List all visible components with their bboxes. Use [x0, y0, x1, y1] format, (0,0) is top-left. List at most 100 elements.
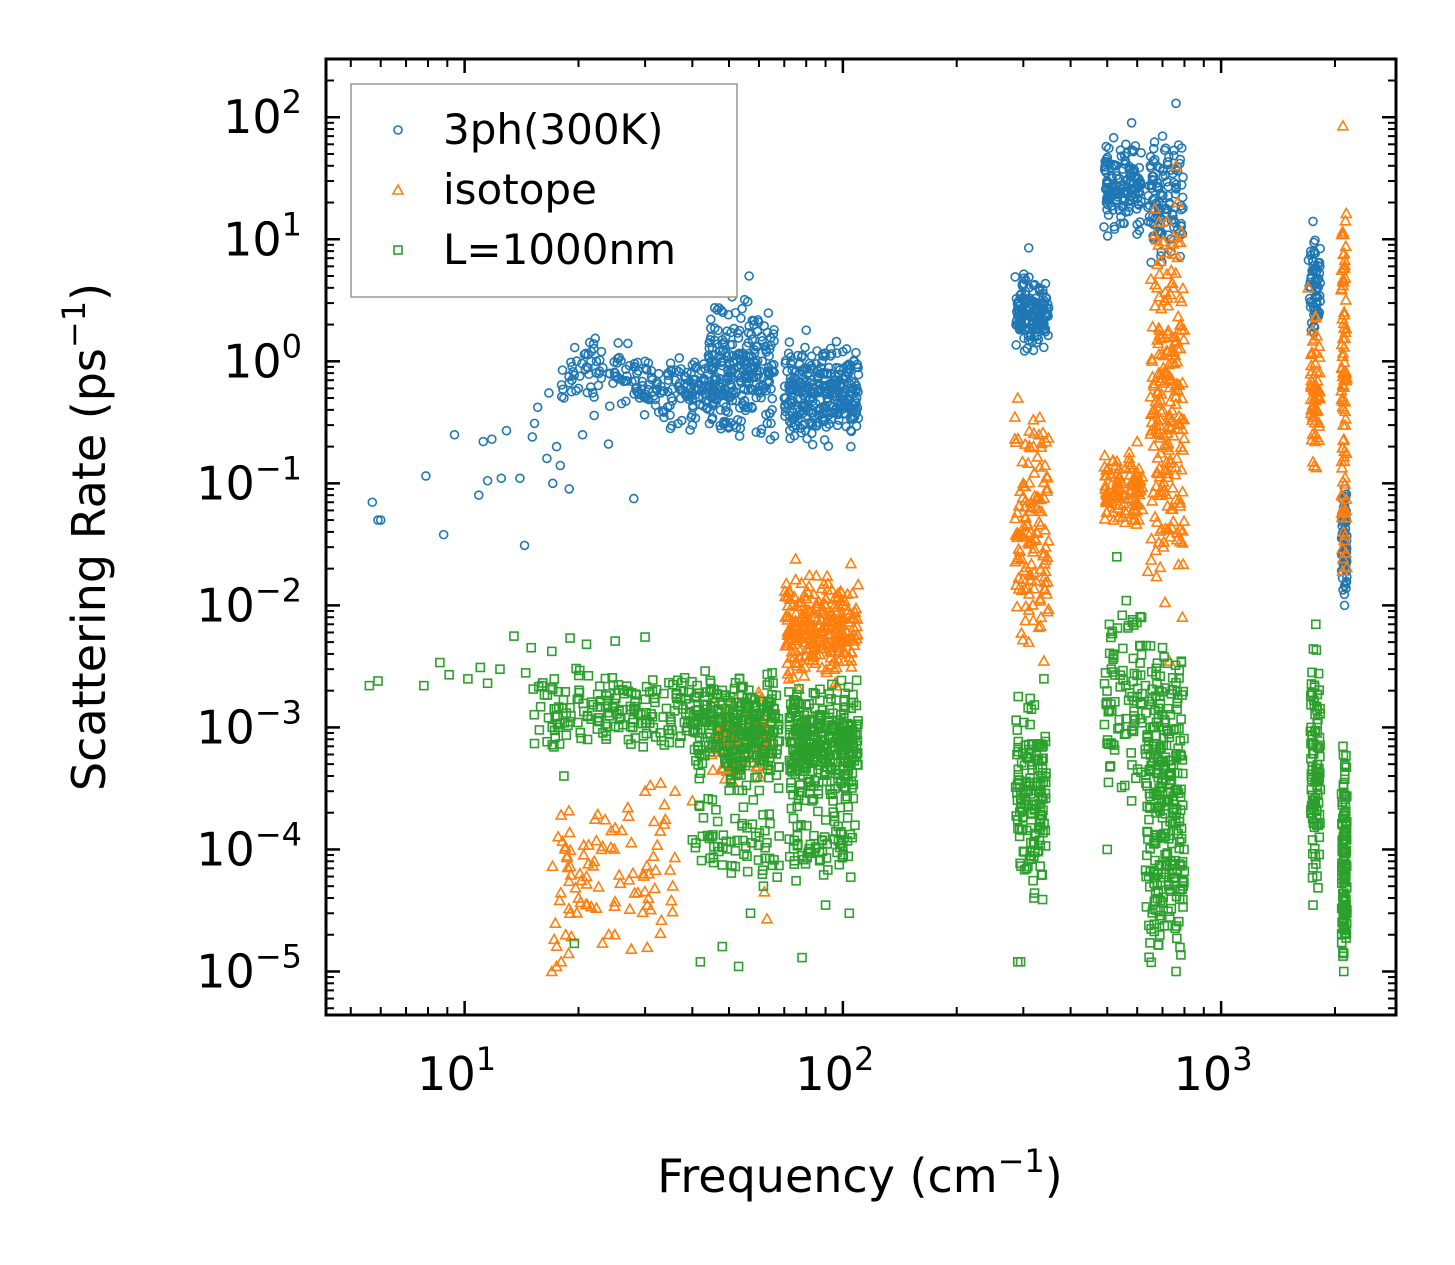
data-point	[1150, 233, 1164, 245]
data-point	[559, 771, 569, 781]
data-point	[784, 625, 798, 638]
data-point	[1137, 717, 1147, 728]
data-point	[1152, 893, 1163, 904]
data-point	[1122, 445, 1136, 458]
data-point	[1146, 370, 1159, 382]
data-point	[1133, 484, 1147, 496]
data-point	[1038, 583, 1052, 595]
data-point	[828, 632, 842, 645]
data-point	[1019, 613, 1032, 626]
data-point	[1027, 565, 1041, 578]
data-point	[786, 783, 796, 793]
data-point	[566, 386, 577, 397]
data-point	[1022, 476, 1036, 488]
data-point	[1167, 819, 1178, 829]
data-point	[1024, 500, 1038, 512]
data-point	[817, 846, 828, 857]
data-point	[1307, 381, 1321, 394]
data-point	[1154, 930, 1165, 940]
data-point	[749, 316, 759, 326]
data-point	[802, 433, 812, 444]
data-point	[813, 417, 823, 428]
data-point	[788, 759, 798, 770]
data-point	[572, 694, 583, 704]
data-point	[1108, 132, 1119, 143]
data-point	[808, 383, 818, 394]
data-point	[800, 859, 811, 869]
data-point	[781, 627, 795, 639]
data-point	[1164, 263, 1178, 276]
data-point	[650, 838, 664, 850]
data-point	[1166, 769, 1177, 780]
data-point	[833, 835, 844, 846]
data-point	[1335, 384, 1348, 396]
data-point	[1013, 736, 1024, 747]
data-point	[686, 412, 696, 423]
data-point	[1164, 287, 1177, 300]
data-point	[1100, 668, 1111, 678]
data-point	[796, 632, 810, 644]
data-point	[628, 886, 641, 898]
data-point	[626, 866, 640, 879]
data-point	[659, 740, 670, 750]
data-point	[1308, 818, 1319, 828]
data-point	[1032, 491, 1045, 503]
y-tick-label: 100	[223, 327, 302, 388]
data-point	[1157, 475, 1170, 487]
data-point	[375, 515, 386, 525]
data-point	[767, 404, 777, 415]
data-point	[759, 321, 769, 331]
data-point	[844, 612, 858, 624]
data-point	[1174, 916, 1184, 927]
data-point	[1036, 791, 1046, 802]
data-point	[1150, 281, 1164, 293]
data-point	[367, 497, 378, 508]
data-point	[1308, 302, 1319, 312]
data-point	[1019, 510, 1032, 522]
data-point	[810, 600, 823, 612]
data-point	[576, 733, 586, 744]
data-point	[1121, 139, 1131, 150]
data-point	[1341, 750, 1351, 761]
data-point	[1166, 247, 1180, 259]
data-point	[1114, 205, 1125, 215]
data-point	[1134, 173, 1144, 184]
data-point	[1039, 540, 1052, 552]
data-point	[831, 826, 841, 837]
data-point	[717, 360, 727, 371]
data-point	[1035, 779, 1046, 790]
data-point	[654, 368, 664, 379]
data-point	[1337, 525, 1350, 537]
data-point	[1158, 285, 1172, 297]
data-point	[1156, 190, 1166, 201]
data-point	[561, 730, 572, 741]
data-point	[1019, 493, 1032, 506]
data-point	[690, 374, 701, 385]
data-point	[607, 673, 618, 683]
data-point	[588, 338, 599, 349]
data-point	[1040, 471, 1054, 483]
data-point	[807, 439, 818, 450]
data-point	[749, 344, 760, 355]
data-point	[1038, 458, 1052, 471]
data-point	[1040, 278, 1051, 289]
data-point	[1012, 582, 1026, 594]
data-point	[551, 704, 562, 714]
legend: 3ph(300K) isotope L=1000nm	[350, 83, 738, 298]
data-point	[640, 898, 654, 910]
data-point	[575, 727, 586, 738]
data-point	[1305, 403, 1318, 415]
data-point	[762, 418, 773, 429]
data-point	[547, 739, 558, 750]
data-point	[1029, 574, 1043, 586]
data-point	[1141, 708, 1151, 718]
data-point	[1023, 335, 1034, 345]
data-point	[828, 590, 842, 602]
data-point	[1340, 800, 1351, 810]
data-point	[832, 654, 846, 667]
data-point	[1033, 334, 1044, 345]
data-point	[641, 718, 652, 728]
data-point	[807, 428, 817, 439]
data-point	[1156, 861, 1167, 871]
data-point	[624, 942, 638, 954]
